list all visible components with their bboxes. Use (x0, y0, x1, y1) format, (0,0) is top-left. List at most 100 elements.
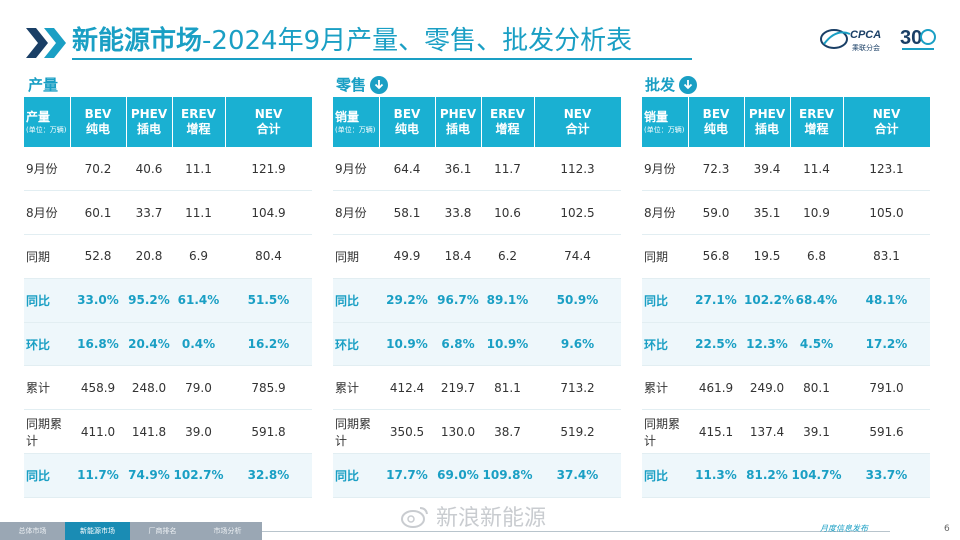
production-table: 产量 (单位：万辆) BEV 纯电 PHEV 插电 EREV 增程 NEV 合计 9月份 70.2 40… (24, 97, 313, 498)
table-cell: 6.8 (790, 234, 843, 279)
row-label: 9月份 (24, 147, 70, 192)
table-cell: 137.4 (744, 409, 790, 455)
column-header: PHEV 插电 (435, 97, 482, 147)
footer-tabs: 总体市场 新能源市场 厂商排名 市场分析 (0, 522, 262, 540)
row-label: 同比 (642, 278, 688, 323)
row-label: 同比 (333, 278, 379, 323)
table-cell: 38.7 (481, 409, 534, 455)
page-title-bold: 新能源市场 (72, 26, 203, 56)
column-header-metric: 产量 (单位：万辆) (24, 97, 71, 147)
table-header-row: 销量 (单位：万辆) BEV 纯电 PHEV 插电 EREV 增程 NEV 合计 (333, 97, 622, 147)
table-cell: 33.0% (70, 278, 126, 323)
arrow-down-circle-icon (370, 75, 389, 94)
table-cell: 591.8 (225, 409, 312, 455)
double-chevron-icon (26, 28, 66, 58)
table-row: 同期 52.8 20.8 6.9 80.4 (24, 234, 312, 279)
column-header-metric: 销量 (单位：万辆) (333, 97, 380, 147)
table-row: 9月份 70.2 40.6 11.1 121.9 (24, 147, 312, 192)
row-label: 8月份 (642, 190, 688, 236)
table-row: 环比 22.5% 12.3% 4.5% 17.2% (642, 322, 930, 367)
row-label: 同比 (24, 278, 70, 323)
table-cell: 11.7% (70, 453, 126, 498)
table-cell: 36.1 (435, 147, 481, 192)
table-cell: 11.1 (172, 147, 225, 192)
column-header-code: EREV (181, 107, 216, 121)
logo-text: CPCA (850, 29, 881, 41)
column-header-title: 销量 (335, 109, 360, 124)
table-row: 同期 56.8 19.5 6.8 83.1 (642, 234, 930, 279)
table-cell: 70.2 (70, 147, 126, 192)
table-cell: 11.3% (688, 453, 744, 498)
table-cell: 80.4 (225, 234, 312, 279)
table-cell: 33.7 (126, 190, 172, 236)
column-header: BEV 纯电 (70, 97, 127, 147)
column-header: NEV 合计 (534, 97, 622, 147)
column-header-title: 产量 (26, 109, 51, 124)
table-cell: 50.9% (534, 278, 621, 323)
table-cell: 39.1 (790, 409, 843, 455)
footer-tab-ranking[interactable]: 厂商排名 (148, 527, 177, 535)
table-cell: 10.9% (481, 322, 534, 367)
table-cell: 219.7 (435, 365, 481, 411)
table-cell: 350.5 (379, 409, 435, 455)
table-cell: 411.0 (70, 409, 126, 455)
table-row: 9月份 64.4 36.1 11.7 112.3 (333, 147, 621, 192)
column-header-metric: 销量 (单位：万辆) (642, 97, 689, 147)
table-row: 8月份 58.1 33.8 10.6 102.5 (333, 190, 621, 236)
table-cell: 74.4 (534, 234, 621, 279)
title-underline (72, 58, 692, 60)
table-header-row: 销量 (单位：万辆) BEV 纯电 PHEV 插电 EREV 增程 NEV 合计 (642, 97, 931, 147)
table-row: 同比 11.3% 81.2% 104.7% 33.7% (642, 453, 930, 498)
column-header: NEV 合计 (225, 97, 313, 147)
column-header: NEV 合计 (843, 97, 931, 147)
table-cell: 6.9 (172, 234, 225, 279)
table-row: 8月份 59.0 35.1 10.9 105.0 (642, 190, 930, 236)
row-label: 环比 (333, 322, 379, 367)
footer-tab-analysis[interactable]: 市场分析 (213, 527, 242, 535)
table-cell: 64.4 (379, 147, 435, 192)
column-header: PHEV 插电 (126, 97, 173, 147)
column-header-code: BEV (84, 107, 112, 121)
table-cell: 39.0 (172, 409, 225, 455)
table-cell: 27.1% (688, 278, 744, 323)
table-cell: 102.5 (534, 190, 621, 236)
table-cell: 56.8 (688, 234, 744, 279)
table-row: 累计 412.4 219.7 81.1 713.2 (333, 365, 621, 411)
table-cell: 104.9 (225, 190, 312, 236)
row-label: 9月份 (642, 147, 688, 192)
arrow-down-circle-icon (679, 75, 698, 94)
table-cell: 52.8 (70, 234, 126, 279)
column-header: EREV 增程 (172, 97, 226, 147)
section-label-text: 产量 (28, 76, 59, 94)
footer-caption: 月度信息发布 (820, 524, 868, 533)
table-cell: 248.0 (126, 365, 172, 411)
column-header: EREV 增程 (790, 97, 844, 147)
table-cell: 48.1% (843, 278, 930, 323)
row-label: 同期 (24, 234, 70, 279)
table-cell: 141.8 (126, 409, 172, 455)
section-label-text: 零售 (336, 76, 367, 94)
table-cell: 81.1 (481, 365, 534, 411)
table-row: 累计 461.9 249.0 80.1 791.0 (642, 365, 930, 411)
column-header-cn: 增程 (186, 122, 211, 136)
footer-tab-overall[interactable]: 总体市场 (18, 527, 47, 535)
section-label-retail: 零售 (336, 74, 389, 95)
footer-tab-nev[interactable]: 新能源市场 (65, 522, 130, 540)
wholesale-table: 销量 (单位：万辆) BEV 纯电 PHEV 插电 EREV 增程 NEV 合计 9月份 72.3 39… (642, 97, 931, 498)
retail-table: 销量 (单位：万辆) BEV 纯电 PHEV 插电 EREV 增程 NEV 合计 9月份 64.4 36… (333, 97, 622, 498)
table-cell: 39.4 (744, 147, 790, 192)
table-cell: 35.1 (744, 190, 790, 236)
column-header-code: NEV (872, 107, 901, 121)
row-label: 累计 (24, 365, 70, 411)
table-cell: 102.2% (744, 278, 794, 323)
row-label: 同比 (24, 453, 70, 498)
table-cell: 16.8% (70, 322, 126, 367)
table-cell: 37.4% (534, 453, 621, 498)
table-cell: 49.9 (379, 234, 435, 279)
table-cell: 249.0 (744, 365, 790, 411)
row-label: 8月份 (333, 190, 379, 236)
column-header-title: 销量 (644, 109, 669, 124)
table-cell: 19.5 (744, 234, 790, 279)
table-row: 同比 29.2% 96.7% 89.1% 50.9% (333, 278, 621, 323)
table-cell: 61.4% (172, 278, 225, 323)
